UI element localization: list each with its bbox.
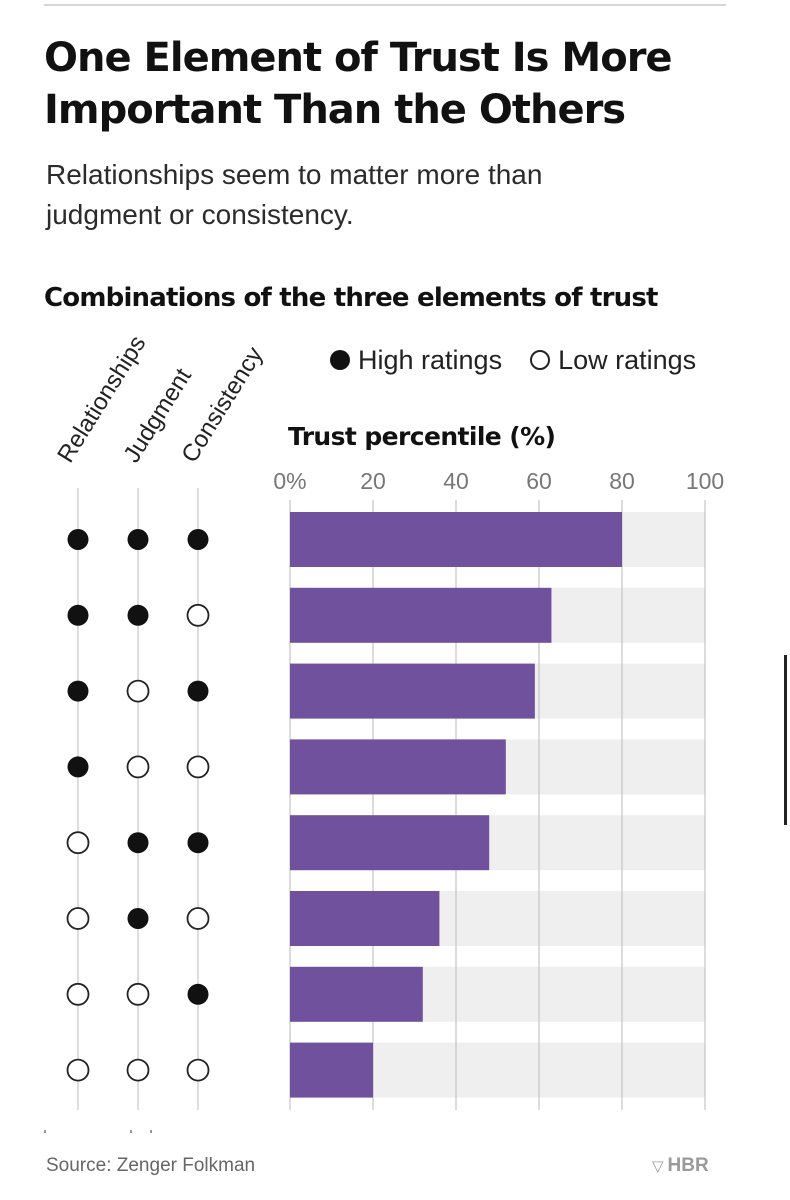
axis-stub (150, 1130, 152, 1133)
section-title: Combinations of the three elements of tr… (44, 283, 658, 313)
legend: High ratings Low ratings (330, 340, 696, 380)
x-tick-label: 100 (686, 468, 724, 494)
filled-circle-icon (330, 350, 350, 370)
edge-bar (784, 655, 787, 825)
high-rating-dot (187, 832, 209, 854)
low-rating-dot (126, 755, 150, 779)
high-rating-dot (67, 604, 89, 626)
top-divider (44, 4, 726, 6)
low-rating-dot (126, 982, 150, 1006)
legend-label-high: High ratings (358, 344, 503, 375)
chart-title: One Element of Trust Is More Important T… (44, 35, 673, 133)
high-rating-dot (127, 604, 149, 626)
high-rating-dot (127, 908, 149, 929)
low-rating-dot (126, 1058, 150, 1082)
bar (290, 966, 423, 1022)
high-rating-dot (127, 832, 149, 854)
low-rating-dot (126, 679, 150, 703)
bar (290, 587, 552, 643)
legend-label-low: Low ratings (558, 344, 697, 375)
x-tick-label: 20 (360, 468, 386, 494)
axis-stub (130, 1130, 132, 1133)
low-rating-dot (66, 982, 90, 1006)
x-tick-label: 0% (273, 468, 306, 494)
legend-item-high: High ratings (330, 345, 502, 376)
low-rating-dot (66, 831, 90, 855)
high-rating-dot (187, 529, 209, 550)
high-rating-dot (187, 680, 209, 702)
x-axis-title: Trust percentile (%) (288, 422, 556, 451)
source-note: Source: Zenger Folkman (46, 1155, 256, 1176)
bar (290, 512, 622, 567)
x-tick-label: 40 (443, 468, 469, 494)
low-rating-dot (186, 907, 210, 930)
high-rating-dot (187, 983, 209, 1005)
legend-item-low: Low ratings (530, 345, 696, 376)
low-rating-dot (186, 1058, 210, 1082)
high-rating-dot (67, 529, 89, 550)
shield-icon: ▽ (652, 1158, 664, 1175)
bar (290, 891, 440, 946)
bar (290, 663, 535, 719)
bar (290, 815, 490, 871)
axis-stub (44, 1130, 46, 1133)
low-rating-dot (66, 1058, 90, 1082)
empty-circle-icon (530, 350, 551, 370)
bar (290, 1042, 373, 1098)
publisher-brand: ▽ HBR (652, 1155, 709, 1177)
low-rating-dot (186, 603, 210, 627)
high-rating-dot (127, 529, 149, 550)
high-rating-dot (67, 680, 89, 702)
chart-subtitle: Relationships seem to matter more than j… (46, 159, 543, 230)
brand-label: HBR (667, 1155, 709, 1176)
low-rating-dot (66, 907, 90, 930)
bar (290, 739, 506, 795)
x-tick-label: 80 (609, 468, 635, 494)
high-rating-dot (67, 756, 89, 778)
low-rating-dot (186, 755, 210, 779)
x-tick-label: 60 (526, 468, 552, 494)
